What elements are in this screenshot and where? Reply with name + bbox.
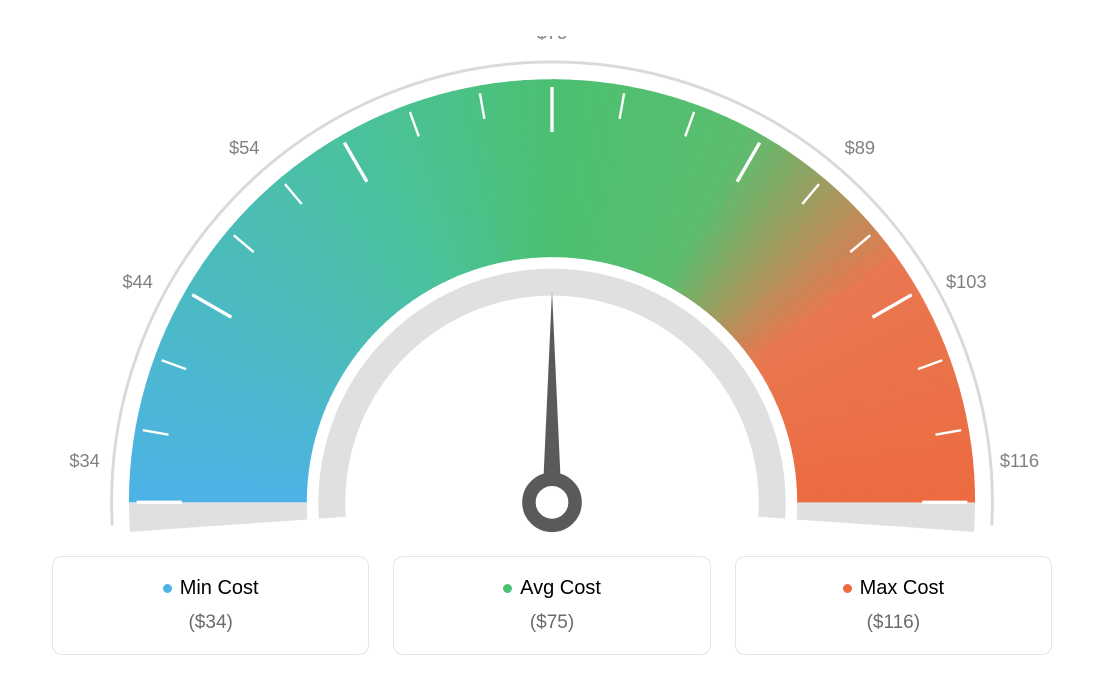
gauge-tick-label: $103 xyxy=(946,270,987,291)
legend-card-avg: Avg Cost ($75) xyxy=(393,556,710,655)
gauge-hub xyxy=(529,479,575,525)
gauge-tick-label: $44 xyxy=(122,270,152,291)
legend-row: Min Cost ($34) Avg Cost ($75) Max Cost (… xyxy=(52,556,1052,655)
legend-label-min: Min Cost xyxy=(180,577,259,600)
legend-value-avg: ($75) xyxy=(418,612,685,634)
gauge-needle xyxy=(542,290,561,502)
gauge-tick-label: $75 xyxy=(537,36,567,43)
legend-dot-min xyxy=(163,584,172,593)
gauge-tick-label: $116 xyxy=(1000,450,1039,471)
gauge-tick-label: $34 xyxy=(69,450,99,471)
gauge-tick-label: $54 xyxy=(229,136,259,157)
legend-value-max: ($116) xyxy=(760,612,1027,634)
legend-label-max: Max Cost xyxy=(860,577,944,600)
legend-label-avg: Avg Cost xyxy=(520,577,601,600)
legend-dot-max xyxy=(843,584,852,593)
legend-title-max: Max Cost xyxy=(760,577,1027,600)
gauge-svg: $34 $44 $54 $75 $89 $103 $116 xyxy=(52,36,1052,536)
gauge-tick-label: $89 xyxy=(845,136,875,157)
legend-card-max: Max Cost ($116) xyxy=(735,556,1052,655)
legend-value-min: ($34) xyxy=(77,612,344,634)
legend-card-min: Min Cost ($34) xyxy=(52,556,369,655)
legend-dot-avg xyxy=(503,584,512,593)
legend-title-avg: Avg Cost xyxy=(418,577,685,600)
legend-title-min: Min Cost xyxy=(77,577,344,600)
gauge-chart: $34 $44 $54 $75 $89 $103 $116 xyxy=(52,36,1052,536)
